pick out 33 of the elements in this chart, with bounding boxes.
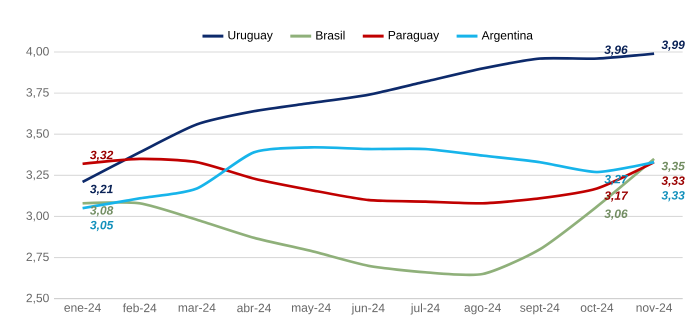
data-label: 3,21 bbox=[90, 184, 113, 196]
y-tick-label: 4,00 bbox=[26, 47, 49, 57]
data-label: 3,08 bbox=[90, 206, 114, 216]
x-tick-label: abr-24 bbox=[237, 303, 272, 312]
x-tick-label: sept-24 bbox=[520, 303, 560, 314]
data-label: 3,33 bbox=[662, 191, 685, 202]
data-label: 3,05 bbox=[90, 220, 114, 232]
data-label: 3,32 bbox=[90, 150, 114, 161]
x-tick-label: mar-24 bbox=[178, 303, 216, 312]
x-tick-label: nov-24 bbox=[636, 303, 672, 312]
data-label: 3,17 bbox=[604, 191, 628, 202]
x-tick-label: ene-24 bbox=[64, 303, 101, 312]
y-tick-label: 3,75 bbox=[26, 88, 49, 98]
y-tick-label: 3,00 bbox=[26, 211, 49, 222]
data-label: 3,35 bbox=[662, 162, 685, 172]
y-tick-label: 2,75 bbox=[26, 252, 49, 263]
data-label: 3,96 bbox=[604, 45, 628, 56]
x-tick-label: feb-24 bbox=[122, 303, 156, 312]
x-tick-label: jun-24 bbox=[351, 303, 385, 315]
data-label: 3,33 bbox=[662, 176, 685, 187]
x-tick-label: may-24 bbox=[292, 303, 331, 314]
x-tick-label: jul-24 bbox=[410, 303, 440, 315]
legend-label: Argentina bbox=[482, 30, 533, 42]
y-tick-label: 3,25 bbox=[26, 170, 49, 180]
y-tick-label: 3,50 bbox=[26, 129, 49, 140]
legend-label: Uruguay bbox=[228, 30, 273, 42]
data-label: 3,06 bbox=[604, 209, 628, 220]
x-tick-label: ago-24 bbox=[464, 303, 501, 314]
y-tick-label: 2,50 bbox=[26, 294, 49, 304]
legend-label: Brasil bbox=[316, 30, 345, 40]
data-label: 3,99 bbox=[662, 40, 685, 51]
x-tick-label: oct-24 bbox=[580, 303, 614, 312]
legend-label: Paraguay bbox=[388, 30, 440, 42]
